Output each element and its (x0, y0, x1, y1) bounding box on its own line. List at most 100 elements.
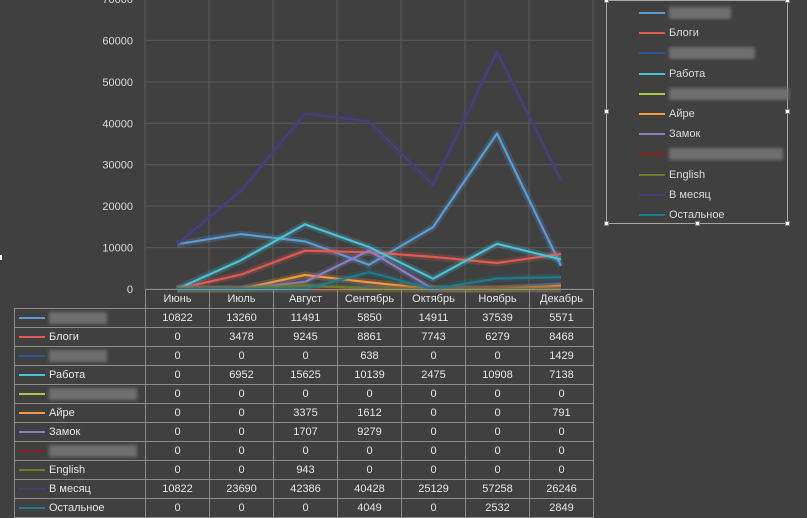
legend[interactable]: Блоги Работа Айре Замок English В месяц Осталь… (604, 0, 790, 226)
legend-line-swatch (639, 32, 665, 35)
row-header (14, 441, 146, 461)
table-cell: 4049 (337, 498, 402, 518)
legend-item[interactable] (639, 86, 789, 102)
series-line[interactable] (176, 50, 562, 246)
table-cell: 0 (145, 403, 210, 423)
resize-marker (0, 255, 2, 260)
series-line[interactable] (176, 249, 562, 291)
row-line-swatch (19, 374, 45, 376)
table-cell: 3375 (273, 403, 338, 423)
table-row: Блоги 0 3478 9245 8861 7743 6279 8468 (14, 327, 594, 347)
legend-line-swatch (639, 92, 665, 95)
table-cell: 9245 (273, 327, 338, 347)
table-cell: 26246 (529, 479, 594, 499)
resize-handle-br[interactable] (785, 221, 790, 226)
legend-item[interactable]: В месяц (639, 187, 711, 203)
row-line-swatch (19, 507, 45, 509)
row-header: Айре (14, 403, 146, 423)
column-header: Август (273, 289, 338, 309)
legend-item[interactable]: Остальное (639, 207, 725, 223)
table-cell: 0 (209, 498, 274, 518)
table-cell: 7743 (401, 327, 466, 347)
table-cell: 10908 (465, 365, 530, 385)
redacted-label (49, 350, 107, 362)
series-lines (174, 48, 565, 293)
redacted-label (49, 388, 137, 400)
redacted-label (669, 87, 789, 100)
row-line-swatch (19, 488, 45, 490)
table-cell: 0 (529, 384, 594, 404)
row-label: Замок (49, 426, 81, 438)
table-cell: 791 (529, 403, 594, 423)
column-header: Июнь (145, 289, 210, 309)
y-tick-label: 20000 (102, 201, 133, 213)
legend-line-swatch (639, 173, 665, 176)
legend-label: English (669, 168, 706, 181)
table-cell: 0 (401, 498, 466, 518)
table-cell: 0 (145, 441, 210, 461)
row-header (14, 346, 146, 366)
table-cell: 638 (337, 346, 402, 366)
redacted-label (669, 47, 755, 60)
resize-handle-tr[interactable] (785, 0, 790, 3)
row-line-swatch (19, 450, 45, 452)
table-cell: 25129 (401, 479, 466, 499)
table-corner (14, 289, 146, 309)
redacted-label (49, 445, 137, 457)
row-label: Айре (49, 407, 75, 419)
table-cell: 14911 (401, 308, 466, 328)
table-cell: 42386 (273, 479, 338, 499)
table-cell: 0 (465, 403, 530, 423)
resize-handle-mr[interactable] (785, 109, 790, 114)
y-tick-label: 70000 (102, 0, 133, 6)
row-line-swatch (19, 412, 45, 414)
legend-item[interactable]: Замок (639, 126, 700, 142)
row-header: Работа (14, 365, 146, 385)
legend-item[interactable]: Работа (639, 66, 705, 82)
table-cell: 0 (401, 403, 466, 423)
column-header: Июль (209, 289, 274, 309)
row-header: Блоги (14, 327, 146, 347)
redacted-label (669, 148, 783, 161)
table-cell: 0 (145, 422, 210, 442)
row-line-swatch (19, 355, 45, 357)
table-cell: 23690 (209, 479, 274, 499)
table-cell: 0 (337, 441, 402, 461)
table-cell: 5571 (529, 308, 594, 328)
column-header: Сентябрь (337, 289, 402, 309)
table-cell: 0 (337, 460, 402, 480)
series-line[interactable] (176, 132, 562, 267)
legend-item[interactable] (639, 45, 755, 61)
table-cell: 1429 (529, 346, 594, 366)
legend-item[interactable]: Айре (639, 106, 695, 122)
legend-line-swatch (639, 52, 665, 55)
resize-handle-tl[interactable] (604, 0, 609, 3)
column-header: Декабрь (529, 289, 594, 309)
legend-item[interactable] (639, 5, 731, 21)
table-cell: 0 (209, 422, 274, 442)
resize-handle-bl[interactable] (604, 221, 609, 226)
table-cell: 1707 (273, 422, 338, 442)
table-cell: 9279 (337, 422, 402, 442)
data-table: Июнь Июль Август Сентябрь Октябрь Ноябрь Декаб… (14, 289, 594, 518)
legend-item[interactable]: Блоги (639, 25, 699, 41)
table-cell: 40428 (337, 479, 402, 499)
table-cell: 0 (529, 460, 594, 480)
resize-handle-bm[interactable] (695, 221, 700, 226)
table-cell: 0 (145, 498, 210, 518)
row-label: English (49, 464, 86, 476)
resize-handle-ml[interactable] (604, 109, 609, 114)
table-cell: 8861 (337, 327, 402, 347)
row-line-swatch (19, 336, 45, 338)
legend-item[interactable] (639, 146, 783, 162)
series-line[interactable] (176, 223, 562, 291)
table-cell: 0 (401, 422, 466, 442)
legend-item[interactable]: English (639, 167, 705, 183)
table-cell: 0 (209, 346, 274, 366)
legend-line-swatch (639, 214, 665, 216)
table-cell: 0 (145, 346, 210, 366)
table-row: 0 0 0 638 0 0 1429 (14, 346, 594, 366)
redacted-label (49, 312, 107, 324)
